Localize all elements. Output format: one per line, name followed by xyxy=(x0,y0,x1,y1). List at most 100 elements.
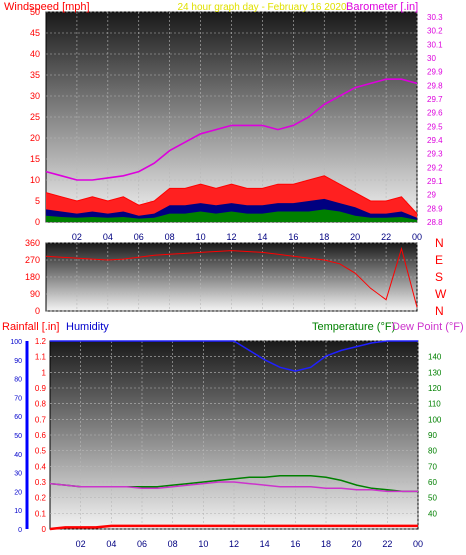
temperature-tick-label: 140 xyxy=(428,353,442,362)
compass-label: W xyxy=(435,287,447,301)
humidity-tick-label: 10 xyxy=(14,508,22,515)
windspeed-header: Windspeed [mph] xyxy=(4,1,90,13)
direction-tick-label: 360 xyxy=(25,238,40,248)
rainfall-tick-label: 0.1 xyxy=(35,509,47,518)
axes-layer: 0510152025303540455028.828.92929.129.229… xyxy=(10,7,447,549)
windspeed-tick-label: 5 xyxy=(35,196,40,206)
x-tick-label: 04 xyxy=(103,232,113,242)
rainfall-tick-label: 0 xyxy=(42,525,47,534)
windspeed-tick-label: 25 xyxy=(30,112,40,122)
rainfall-tick-label: 0.8 xyxy=(35,400,47,409)
barometer-tick-label: 30.1 xyxy=(427,40,443,49)
rainfall-tick-label: 0.4 xyxy=(35,462,47,471)
x-tick-label: 18 xyxy=(319,232,329,242)
x-tick-label: 12 xyxy=(226,232,236,242)
temperature-tick-label: 50 xyxy=(428,494,437,503)
humidity-tick-label: 20 xyxy=(14,489,22,496)
humidity-tick-label: 50 xyxy=(14,433,22,440)
x-tick-label: 22 xyxy=(382,539,392,549)
barometer-header: Barometer [.in] xyxy=(346,1,418,13)
humidity-tick-label: 0 xyxy=(18,527,22,534)
direction-tick-label: 0 xyxy=(35,306,40,316)
x-tick-label: 08 xyxy=(165,232,175,242)
windspeed-tick-label: 20 xyxy=(30,133,40,143)
humidity-tick-label: 100 xyxy=(10,339,22,346)
temperature-tick-label: 100 xyxy=(428,415,442,424)
barometer-tick-label: 29.1 xyxy=(427,177,443,186)
x-tick-label: 12 xyxy=(229,539,239,549)
x-tick-label: 20 xyxy=(350,232,360,242)
humidity-tick-label: 70 xyxy=(14,395,22,402)
rainfall-tick-label: 0.9 xyxy=(35,384,47,393)
humidity-tick-label: 90 xyxy=(14,358,22,365)
marks-layer xyxy=(45,78,418,531)
temperature-label: Temperature (°F) xyxy=(312,321,395,333)
barometer-tick-label: 28.9 xyxy=(427,204,443,213)
windspeed-tick-label: 35 xyxy=(30,70,40,80)
dewpoint-label: Dew Point (°F) xyxy=(392,321,464,333)
compass-label: N xyxy=(435,236,444,250)
humidity-tick-label: 80 xyxy=(14,377,22,384)
rainfall-tick-label: 0.6 xyxy=(35,431,47,440)
rainfall-tick-label: 1.1 xyxy=(35,353,47,362)
x-tick-label: 02 xyxy=(72,232,82,242)
rainfall-tick-label: 0.7 xyxy=(35,415,47,424)
humidity-tick-label: 30 xyxy=(14,471,22,478)
x-tick-label: 14 xyxy=(260,539,270,549)
windspeed-tick-label: 30 xyxy=(30,91,40,101)
barometer-tick-label: 29.4 xyxy=(427,136,443,145)
barometer-tick-label: 30.2 xyxy=(427,27,443,36)
compass-label: S xyxy=(435,270,443,284)
barometer-tick-label: 30.3 xyxy=(427,13,443,22)
barometer-tick-label: 29.6 xyxy=(427,109,443,118)
windspeed-tick-label: 0 xyxy=(35,217,40,227)
temperature-tick-label: 110 xyxy=(428,400,441,409)
x-tick-label: 00 xyxy=(413,539,423,549)
barometer-tick-label: 29.2 xyxy=(427,163,443,172)
x-tick-label: 04 xyxy=(106,539,116,549)
x-tick-label: 00 xyxy=(412,232,422,242)
direction-tick-label: 270 xyxy=(25,255,40,265)
temperature-tick-label: 130 xyxy=(428,368,442,377)
barometer-tick-label: 30 xyxy=(427,54,436,63)
barometer-tick-label: 29.3 xyxy=(427,150,443,159)
x-tick-label: 10 xyxy=(196,232,206,242)
rainfall-line xyxy=(49,524,418,531)
x-tick-label: 16 xyxy=(288,232,298,242)
barometer-tick-label: 29 xyxy=(427,191,436,200)
humidity-line xyxy=(50,340,418,372)
barometer-tick-label: 29.5 xyxy=(427,122,443,131)
windspeed-line xyxy=(45,175,418,214)
humidity-label: Humidity xyxy=(66,321,109,333)
windspeed-tick-label: 50 xyxy=(30,7,40,17)
x-tick-label: 06 xyxy=(137,539,147,549)
rainfall-tick-label: 0.2 xyxy=(35,494,47,503)
x-tick-label: 22 xyxy=(381,232,391,242)
windspeed-tick-label: 40 xyxy=(30,49,40,59)
barometer-tick-label: 28.8 xyxy=(427,218,443,227)
x-tick-label: 10 xyxy=(198,539,208,549)
windspeed-tick-label: 45 xyxy=(30,28,40,38)
temperature-tick-label: 80 xyxy=(428,447,437,456)
windspeed-tick-label: 15 xyxy=(30,154,40,164)
x-tick-label: 18 xyxy=(321,539,331,549)
x-tick-label: 02 xyxy=(76,539,86,549)
x-tick-label: 16 xyxy=(290,539,300,549)
barometer-line xyxy=(45,78,418,181)
x-tick-label: 20 xyxy=(352,539,362,549)
temperature-tick-label: 60 xyxy=(428,478,437,487)
direction-tick-label: 180 xyxy=(25,272,40,282)
compass-label: N xyxy=(435,304,444,318)
humidity-tick-label: 40 xyxy=(14,452,22,459)
barometer-tick-label: 29.9 xyxy=(427,68,443,77)
chart-title: 24 hour graph day - February 16 2020 xyxy=(178,2,347,13)
temperature-tick-label: 70 xyxy=(428,462,437,471)
x-tick-label: 08 xyxy=(168,539,178,549)
compass-label: E xyxy=(435,253,443,267)
x-tick-label: 14 xyxy=(257,232,267,242)
temperature-tick-label: 90 xyxy=(428,431,437,440)
wind-low-area xyxy=(46,209,417,222)
rainfall-tick-label: 1 xyxy=(42,368,47,377)
barometer-tick-label: 29.8 xyxy=(427,81,443,90)
